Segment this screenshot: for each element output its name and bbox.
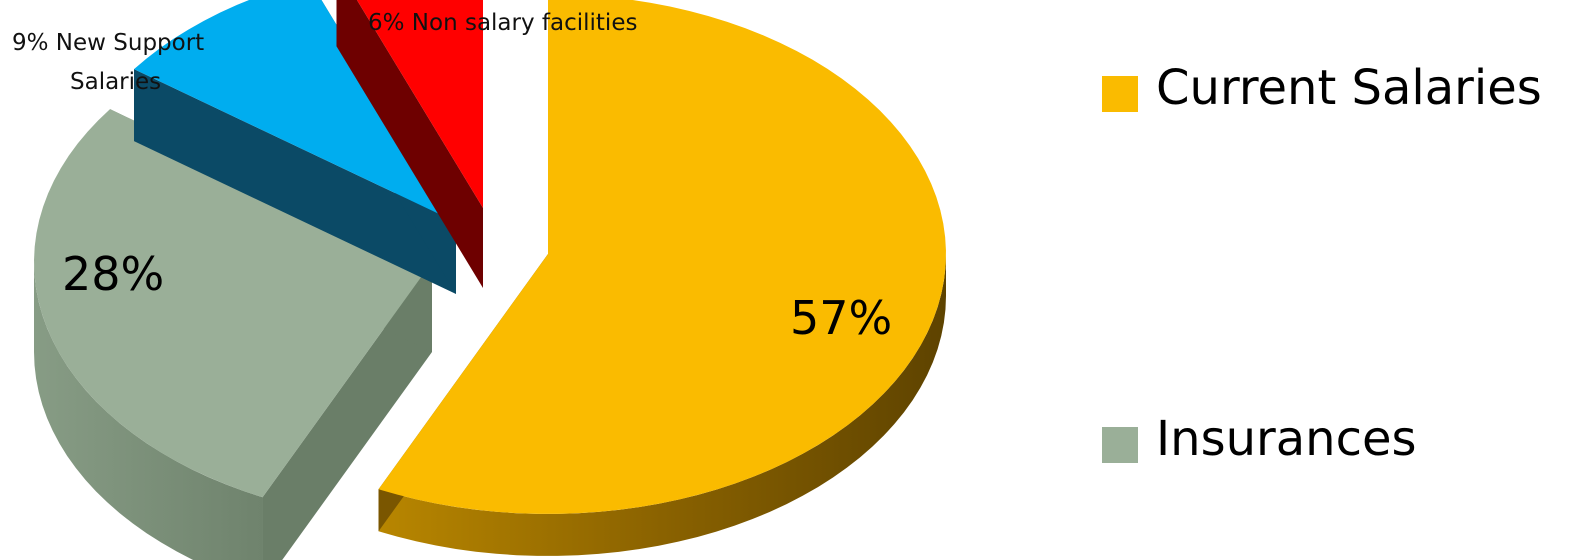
- pie-slice-current-salaries: [378, 0, 946, 556]
- non-salary-facilities-cut-face-1: [336, 0, 483, 288]
- insurances-top-face: [34, 109, 433, 498]
- new-support-salaries-top-face: [134, 0, 456, 222]
- data-label-new-support-salaries-line1: 9% New Support: [12, 30, 204, 56]
- legend-swatch-current-salaries: [1102, 76, 1138, 112]
- data-label-new-support-salaries-line2: Salaries: [70, 69, 161, 95]
- data-label-non-salary-facilities: 6% Non salary facilities: [368, 10, 637, 36]
- non-salary-facilities-top-face: [356, 0, 483, 208]
- current-salaries-top-face: [378, 0, 946, 514]
- pie-slice-insurances: [34, 109, 433, 560]
- data-label-insurances: 28%: [62, 247, 164, 301]
- pie-slice-non-salary-facilities: [336, 0, 483, 288]
- legend: Current Salaries Insurances: [1102, 60, 1542, 467]
- current-salaries-side-wall: [378, 254, 946, 556]
- legend-label-insurances: Insurances: [1156, 411, 1417, 467]
- legend-label-current-salaries: Current Salaries: [1156, 60, 1542, 116]
- pie-slice-new-support-salaries: [134, 0, 456, 294]
- data-label-current-salaries: 57%: [790, 291, 892, 345]
- new-support-salaries-cut-face-1: [134, 69, 456, 294]
- insurances-cut-face-1: [262, 262, 432, 560]
- insurances-side-wall: [34, 262, 263, 560]
- legend-swatch-insurances: [1102, 427, 1138, 463]
